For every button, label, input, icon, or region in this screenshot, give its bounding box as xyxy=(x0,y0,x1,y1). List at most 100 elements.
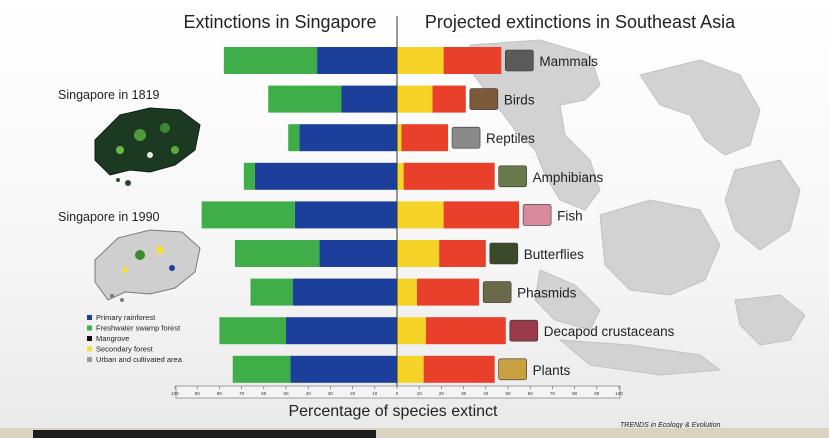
category-label-fish: Fish xyxy=(557,208,583,223)
x-tick-label: 90 xyxy=(195,391,201,396)
x-tick-label: 30 xyxy=(461,391,467,396)
bottom-strip xyxy=(0,428,829,438)
butterflies-thumbnail-icon xyxy=(489,242,519,265)
bar-singapore-mammals-seg0 xyxy=(317,47,397,74)
x-tick-label: 40 xyxy=(306,391,312,396)
species-thumbnails-layer xyxy=(451,49,552,381)
bar-seasia-reptiles-seg0 xyxy=(397,124,402,152)
legend-swatch xyxy=(87,315,92,320)
singapore-1990-map xyxy=(94,229,201,302)
bars-layer xyxy=(201,47,520,383)
category-labels-layer: Mammals Birds Reptiles Amphibians Fish Butter… xyxy=(486,54,675,378)
bar-seasia-butterflies-seg1 xyxy=(439,240,486,267)
bar-seasia-mammals-seg0 xyxy=(397,47,444,74)
bar-singapore-plants-seg1 xyxy=(232,355,291,383)
category-label-amphibians: Amphibians xyxy=(533,170,604,185)
bar-singapore-decapod-crustaceans-seg1 xyxy=(219,317,286,345)
x-tick-label: 30 xyxy=(328,391,334,396)
legend-label: Mangrove xyxy=(96,334,129,343)
x-tick-label: 20 xyxy=(350,391,356,396)
legend-swatch xyxy=(87,336,92,341)
x-tick-label: 10 xyxy=(372,391,378,396)
legend-swatch xyxy=(87,346,92,352)
left-title: Extinctions in Singapore xyxy=(183,12,376,32)
bar-singapore-fish-seg0 xyxy=(294,201,397,229)
bar-seasia-amphibians-seg0 xyxy=(397,162,404,190)
bar-singapore-reptiles-seg1 xyxy=(288,124,300,152)
bar-seasia-reptiles-seg1 xyxy=(401,124,449,152)
x-tick-label: 70 xyxy=(239,391,245,396)
x-tick-label: 100 xyxy=(615,391,623,396)
bar-seasia-butterflies-seg0 xyxy=(397,240,440,267)
legend-label: Urban and cultivated area xyxy=(96,355,183,364)
x-tick-label: 60 xyxy=(261,391,267,396)
bar-singapore-birds-seg1 xyxy=(268,85,342,113)
bar-singapore-plants-seg0 xyxy=(290,355,397,383)
x-axis-label: Percentage of species extinct xyxy=(288,403,498,420)
category-label-plants: Plants xyxy=(533,363,571,378)
bar-singapore-mammals-seg1 xyxy=(223,47,318,74)
bar-singapore-fish-seg1 xyxy=(201,201,295,229)
category-label-birds: Birds xyxy=(504,93,535,108)
legend-label: Secondary forest xyxy=(96,345,154,354)
bar-seasia-decapod-crustaceans-seg1 xyxy=(425,317,506,345)
bar-singapore-butterflies-seg1 xyxy=(234,240,320,267)
bar-singapore-phasmids-seg0 xyxy=(292,278,397,306)
birds-thumbnail-icon xyxy=(469,88,499,110)
bar-singapore-birds-seg0 xyxy=(341,85,397,113)
caption-bar xyxy=(33,430,376,438)
bar-singapore-butterflies-seg0 xyxy=(319,240,397,267)
x-axis-ruler xyxy=(175,385,621,399)
bar-singapore-phasmids-seg1 xyxy=(250,278,293,306)
bar-seasia-amphibians-seg1 xyxy=(403,162,495,190)
bar-singapore-amphibians-seg0 xyxy=(254,162,397,190)
x-tick-label: 100 xyxy=(171,391,179,396)
legend-swatch xyxy=(87,325,92,331)
bar-seasia-fish-seg1 xyxy=(443,201,520,229)
category-label-mammals: Mammals xyxy=(539,54,598,69)
bar-singapore-reptiles-seg0 xyxy=(299,124,397,152)
x-tick-label: 40 xyxy=(483,391,489,396)
legend-label: Primary rainforest xyxy=(96,313,156,322)
category-label-reptiles: Reptiles xyxy=(486,131,535,146)
reptiles-thumbnail-icon xyxy=(451,126,481,149)
bar-seasia-plants-seg0 xyxy=(397,355,424,383)
x-tick-label: 70 xyxy=(550,391,556,396)
x-tick-label: 50 xyxy=(505,391,511,396)
x-tick-label: 10 xyxy=(417,391,423,396)
legend-swatch xyxy=(87,357,92,362)
legend: Primary rainforest Freshwater swamp fores… xyxy=(87,313,183,364)
bar-seasia-phasmids-seg1 xyxy=(416,278,480,306)
map-label-1990: Singapore in 1990 xyxy=(58,210,160,224)
x-tick-label: 90 xyxy=(594,391,600,396)
x-tick-label: 50 xyxy=(283,391,289,396)
map-label-1819: Singapore in 1819 xyxy=(58,88,160,102)
southeast-asia-map xyxy=(469,39,806,376)
mammals-thumbnail-icon xyxy=(505,49,534,72)
bar-seasia-phasmids-seg0 xyxy=(397,278,417,306)
bar-seasia-birds-seg1 xyxy=(432,85,466,113)
x-tick-label: 20 xyxy=(439,391,445,396)
bar-seasia-mammals-seg1 xyxy=(443,47,502,74)
right-title: Projected extinctions in Southeast Asia xyxy=(425,12,736,32)
bar-seasia-birds-seg0 xyxy=(397,85,433,113)
x-tick-label: 60 xyxy=(528,391,534,396)
bar-seasia-decapod-crustaceans-seg0 xyxy=(397,317,426,345)
fish-thumbnail-icon xyxy=(522,204,552,226)
x-tick-label: 80 xyxy=(217,391,223,396)
decapod-crustaceans-thumbnail-icon xyxy=(509,319,539,342)
journal-credit: TRENDS in Ecology & Evolution xyxy=(620,422,720,429)
bar-seasia-plants-seg1 xyxy=(423,355,495,383)
amphibians-thumbnail-icon xyxy=(498,165,527,188)
phasmids-thumbnail-icon xyxy=(482,281,512,303)
bar-singapore-amphibians-seg1 xyxy=(243,162,255,190)
category-label-decapod-crustaceans: Decapod crustaceans xyxy=(544,324,675,339)
legend-label: Freshwater swamp forest xyxy=(96,324,181,333)
category-label-butterflies: Butterflies xyxy=(524,247,584,262)
bar-singapore-decapod-crustaceans-seg0 xyxy=(286,317,397,345)
category-label-phasmids: Phasmids xyxy=(517,286,577,301)
x-tick-label: 0 xyxy=(396,391,399,396)
singapore-1819-map xyxy=(94,107,201,186)
